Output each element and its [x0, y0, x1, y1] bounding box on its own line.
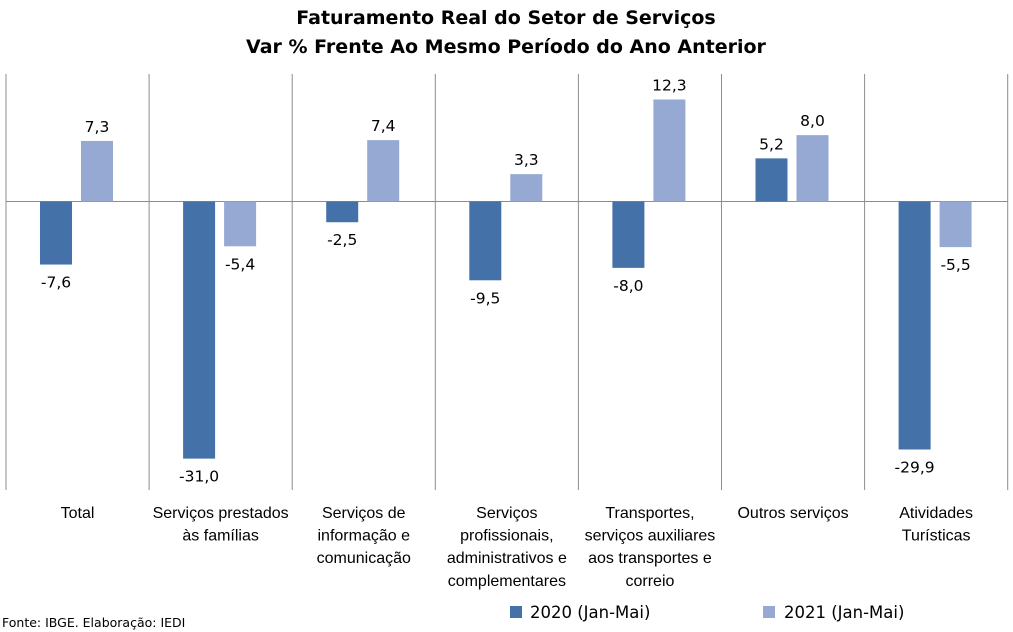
data-label: -5,4 [225, 255, 255, 273]
data-label: 8,0 [800, 112, 825, 130]
bar [224, 201, 257, 247]
chart-subtitle: Var % Frente Ao Mesmo Período do Ano Ant… [246, 36, 767, 58]
category-label: Total [61, 505, 95, 522]
bars [40, 99, 972, 459]
data-label: -2,5 [327, 231, 357, 249]
data-label: 5,2 [759, 135, 784, 153]
category-label: Transportes, serviços auxiliares aos trans… [585, 505, 716, 590]
chart-title: Faturamento Real do Setor de Serviços [296, 7, 715, 29]
bar [510, 174, 543, 202]
bar [898, 201, 931, 450]
data-label: -5,5 [940, 256, 970, 274]
legend-swatch [763, 606, 775, 618]
bar [183, 201, 216, 459]
category-label: Atividades Turísticas [899, 505, 973, 545]
category-label: Serviços prestados às famílias [153, 505, 289, 545]
legend: 2020 (Jan-Mai) 2021 (Jan-Mai) [510, 603, 904, 622]
legend-swatch [510, 606, 522, 618]
data-label: -9,5 [470, 289, 500, 307]
gridlines [5, 74, 1009, 490]
category-label: Outros serviços [737, 505, 848, 522]
bar [939, 201, 972, 248]
bar [796, 135, 829, 202]
bar [367, 140, 400, 202]
legend-label: 2021 (Jan-Mai) [784, 603, 904, 622]
bar [755, 158, 788, 202]
data-label: 3,3 [514, 151, 539, 169]
bar [81, 140, 113, 202]
legend-label: 2020 (Jan-Mai) [530, 603, 650, 622]
data-labels: -7,6 -31,0 -2,5 -9,5 -8,0 5,2 -29,9 7,3 -5,4 7,4 3… [41, 76, 971, 485]
bar [612, 201, 645, 268]
category-labels: Total Serviços prestados às famílias Serviç… [61, 505, 973, 590]
data-label: -29,9 [895, 459, 935, 477]
data-label: 7,4 [371, 117, 396, 135]
data-label: -7,6 [41, 274, 71, 292]
data-label: 12,3 [652, 76, 687, 94]
data-label: -31,0 [179, 468, 219, 486]
bar [326, 201, 359, 223]
data-label: 7,3 [85, 118, 110, 136]
category-label: Serviços de informação e comunicação [317, 505, 411, 567]
data-label: -8,0 [613, 277, 643, 295]
bar [40, 201, 72, 265]
bar [653, 99, 686, 202]
bar [469, 201, 502, 281]
source-note: Fonte: IBGE. Elaboração: IEDI [2, 615, 185, 630]
